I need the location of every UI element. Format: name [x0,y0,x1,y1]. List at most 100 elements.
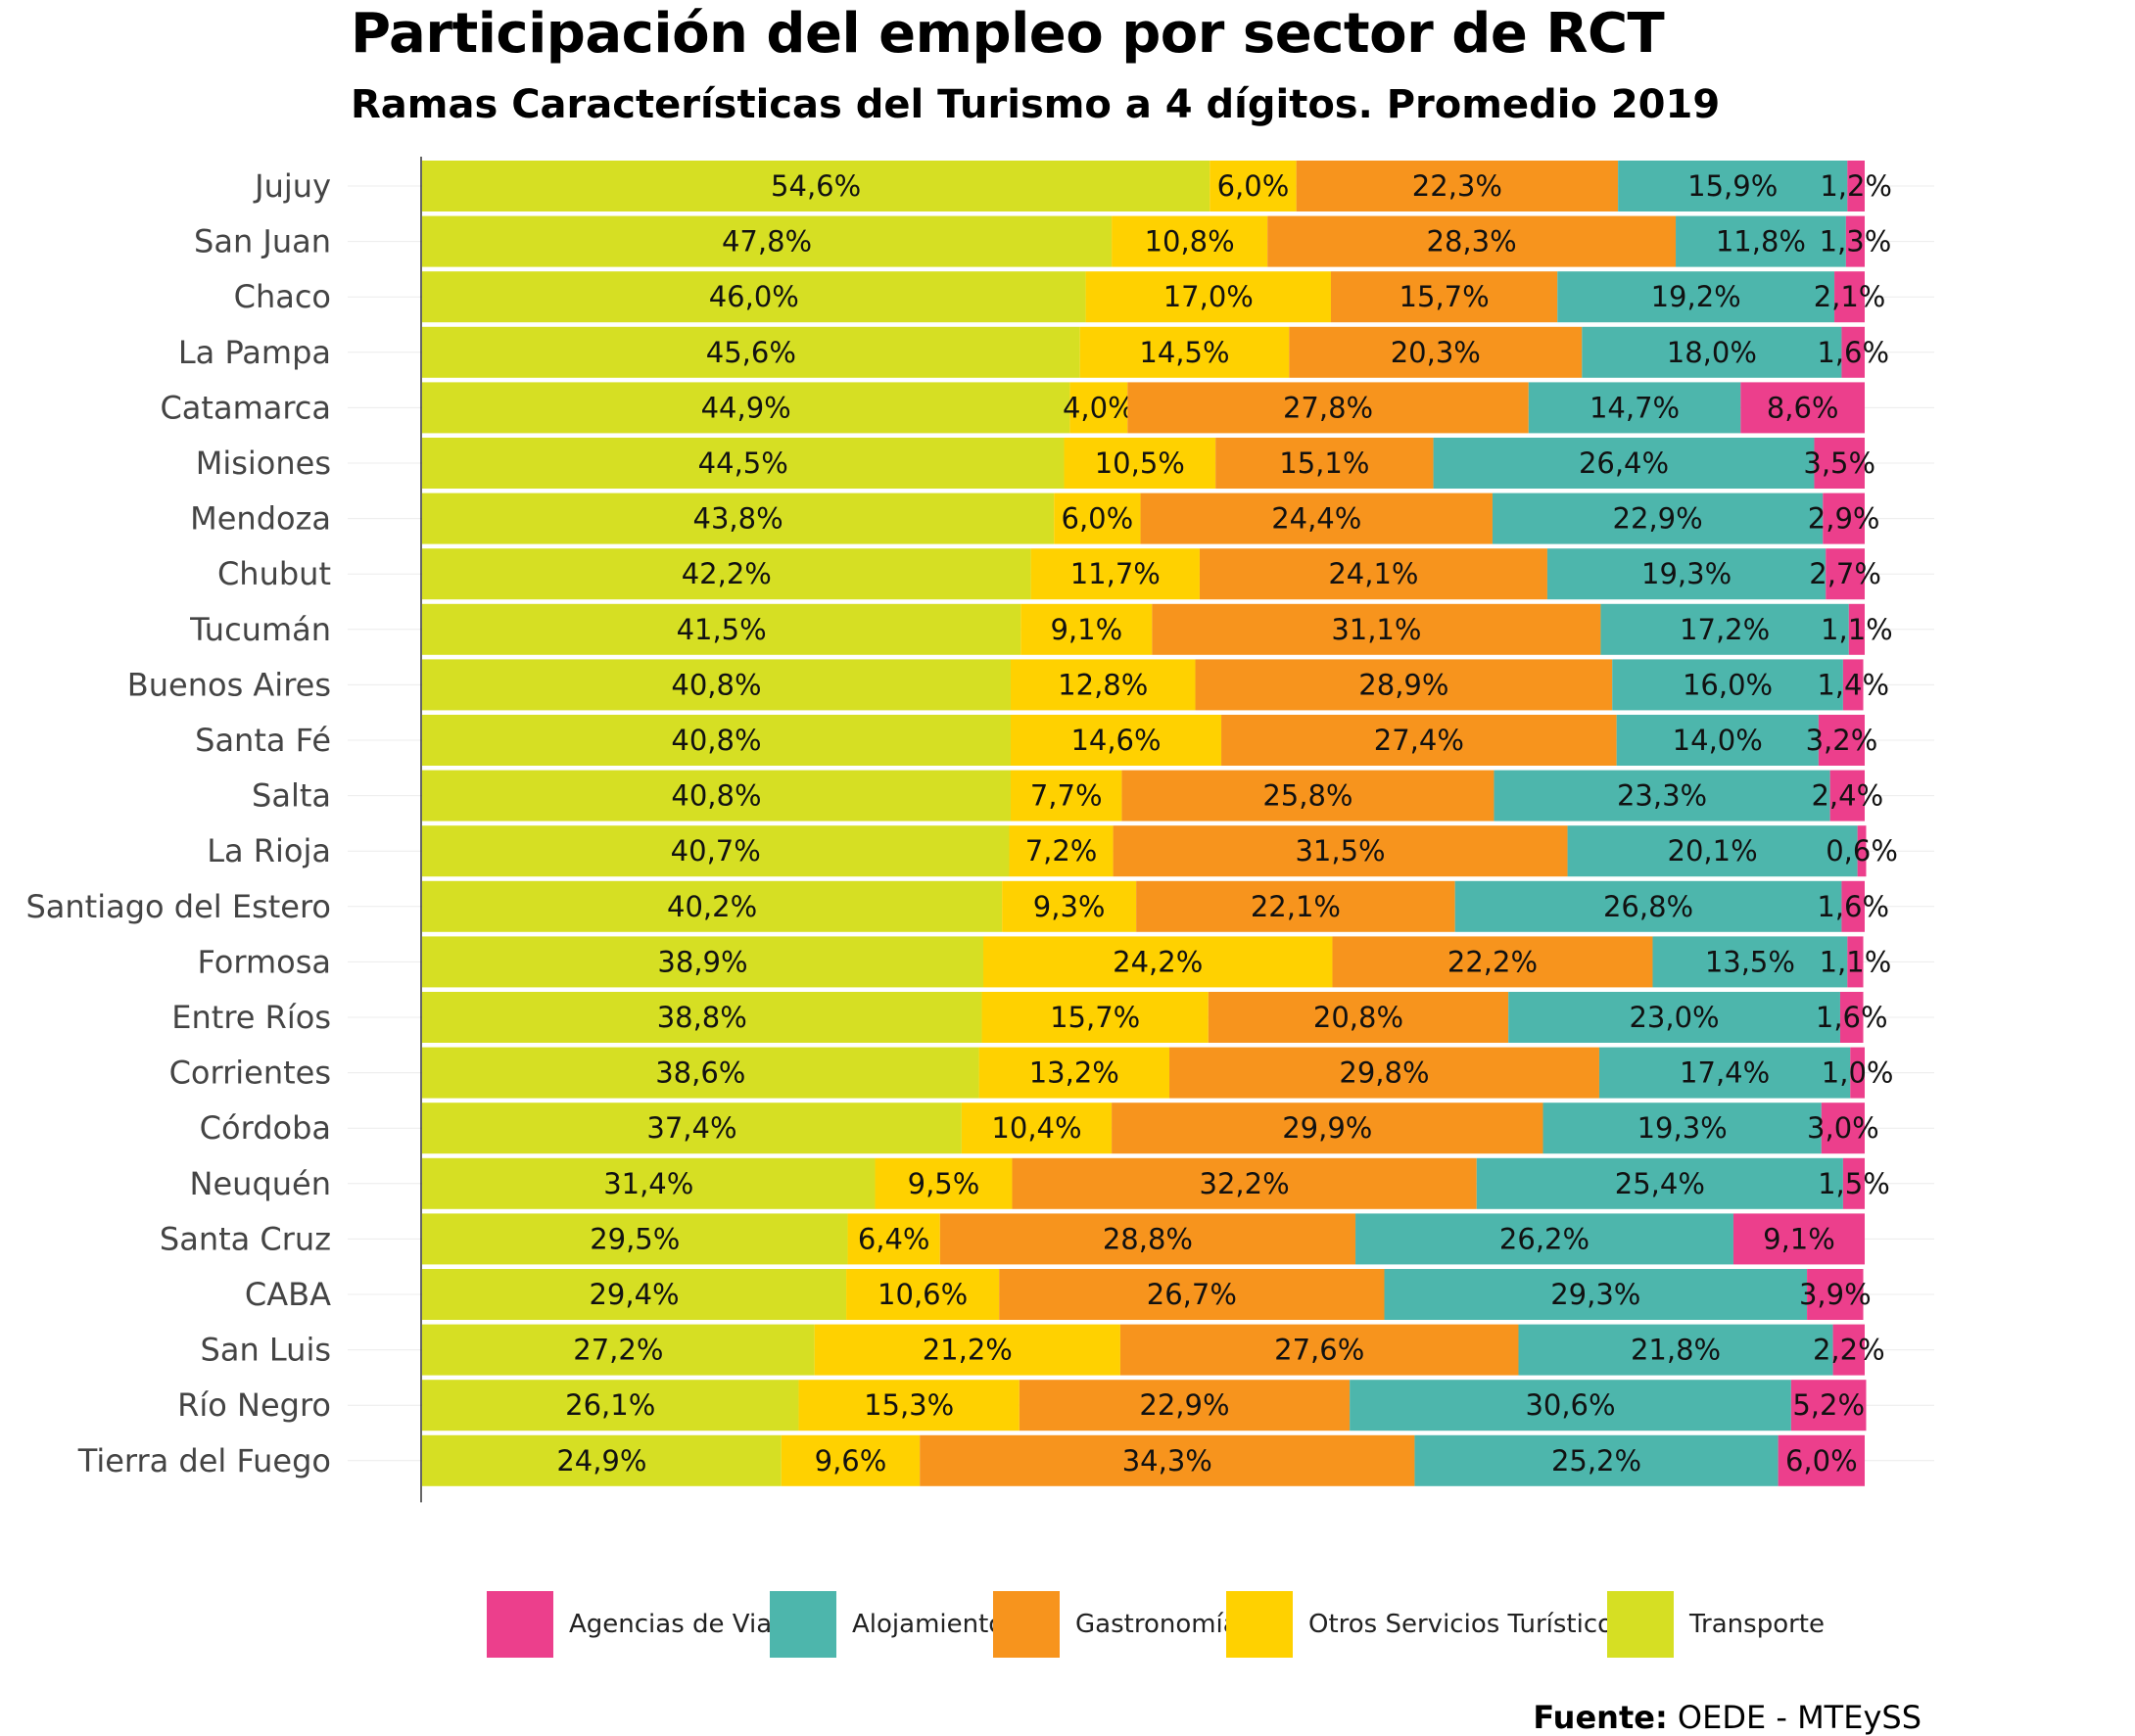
data-label: 20,8% [1313,1001,1403,1034]
data-label: 1,1% [1820,945,1892,978]
data-label: 3,9% [1799,1278,1872,1311]
bar-segment [1454,880,1842,932]
category-label: San Luis [201,1332,331,1369]
data-label: 15,3% [864,1388,954,1422]
data-label: 22,2% [1447,945,1538,978]
bar-segment [1652,936,1848,988]
data-label: 40,7% [671,834,761,868]
data-label: 2,4% [1811,779,1883,813]
data-label: 1,6% [1817,336,1889,369]
bar-segment [1834,271,1865,323]
bar-segment [939,1213,1356,1265]
category-label: Río Negro [177,1386,331,1424]
data-label: 6,0% [1217,169,1290,203]
data-label: 44,9% [701,391,791,424]
bar-segment [982,936,1333,988]
data-label: 2,7% [1809,557,1881,590]
bar-segment [847,1213,940,1265]
data-label: 54,6% [771,169,861,203]
bar-segment [1582,326,1842,378]
bar-segment [1267,215,1677,267]
bar-segment [1842,1157,1865,1209]
bar-segment [1618,161,1848,211]
data-label: 9,1% [1763,1222,1835,1255]
bar-segment [422,215,1113,267]
data-label: 10,5% [1095,446,1185,480]
legend-label: Agencias de Viaje [569,1610,795,1639]
data-label: 25,2% [1551,1444,1641,1478]
legend-swatch [993,1591,1060,1658]
data-label: 38,6% [655,1056,745,1090]
bar-segment [1847,161,1865,211]
data-label: 1,3% [1820,225,1892,258]
source-label: Fuente: [1533,1699,1668,1736]
category-label: Córdoba [200,1109,331,1147]
data-label: 23,3% [1617,779,1707,813]
bar-segment [422,659,1011,711]
data-label: 19,3% [1637,1111,1728,1145]
bar-segment [1857,825,1867,877]
bar-segment [1433,438,1815,489]
data-label: 15,7% [1400,280,1490,313]
data-label: 17,0% [1163,280,1254,313]
category-label: Entre Ríos [171,999,331,1036]
bar-segment [1778,1434,1865,1486]
bar-segment [1169,1047,1599,1099]
data-label: 2,2% [1813,1334,1885,1367]
category-label: Chaco [234,278,331,315]
category-label: Neuquén [190,1165,331,1202]
bar-segment [1818,715,1865,766]
bar-segment [422,161,1210,211]
data-label: 21,8% [1631,1334,1721,1367]
bar-segment [422,880,1003,932]
bar-segment [1814,438,1865,489]
bar-segment [1119,1324,1519,1376]
data-label: 15,9% [1687,169,1778,203]
bar-segment [1079,326,1290,378]
data-label: 7,2% [1025,834,1098,868]
legend-swatch [487,1591,553,1658]
bar-segment [1289,326,1583,378]
bar-segment [1140,493,1493,544]
bar-segment [1528,382,1741,434]
category-label: Buenos Aires [127,666,331,703]
data-label: 20,3% [1391,336,1481,369]
bar-segment [1112,1103,1543,1154]
data-label: 19,2% [1651,280,1741,313]
bar-segment [422,493,1055,544]
bar-segment [1518,1324,1833,1376]
chart-subtitle: Ramas Características del Turismo a 4 dí… [351,82,1721,127]
data-label: 40,8% [671,779,761,813]
data-label: 9,6% [815,1444,887,1478]
data-label: 26,2% [1499,1222,1589,1255]
category-label: Santa Fé [195,722,331,759]
data-label: 24,9% [556,1444,646,1478]
data-label: 4,0% [1063,391,1135,424]
bar-segment [422,438,1065,489]
data-label: 26,4% [1579,446,1669,480]
data-label: 3,5% [1803,446,1875,480]
bar-segment [1832,1324,1865,1376]
data-label: 0,6% [1826,834,1898,868]
bar-segment [1829,770,1865,821]
bar-segment [814,1324,1120,1376]
data-label: 9,5% [908,1167,980,1200]
data-label: 8,6% [1767,391,1839,424]
bar-segment [1069,382,1128,434]
data-label: 31,5% [1295,834,1385,868]
bar-segment [1121,770,1494,821]
data-label: 16,0% [1683,668,1773,701]
bar-segment [1296,161,1619,211]
data-label: 2,1% [1814,280,1886,313]
bar-segment [1508,992,1840,1043]
category-label: San Juan [194,223,331,260]
data-label: 34,3% [1122,1444,1212,1478]
bar-segment [1839,992,1864,1043]
data-label: 3,0% [1807,1111,1879,1145]
bar-segment [422,936,983,988]
bar-segment [422,825,1010,877]
legend-label: Alojamiento [852,1610,1005,1639]
data-label: 1,5% [1818,1167,1890,1200]
category-label: Mendoza [190,500,331,538]
bar-segment [1841,326,1865,378]
